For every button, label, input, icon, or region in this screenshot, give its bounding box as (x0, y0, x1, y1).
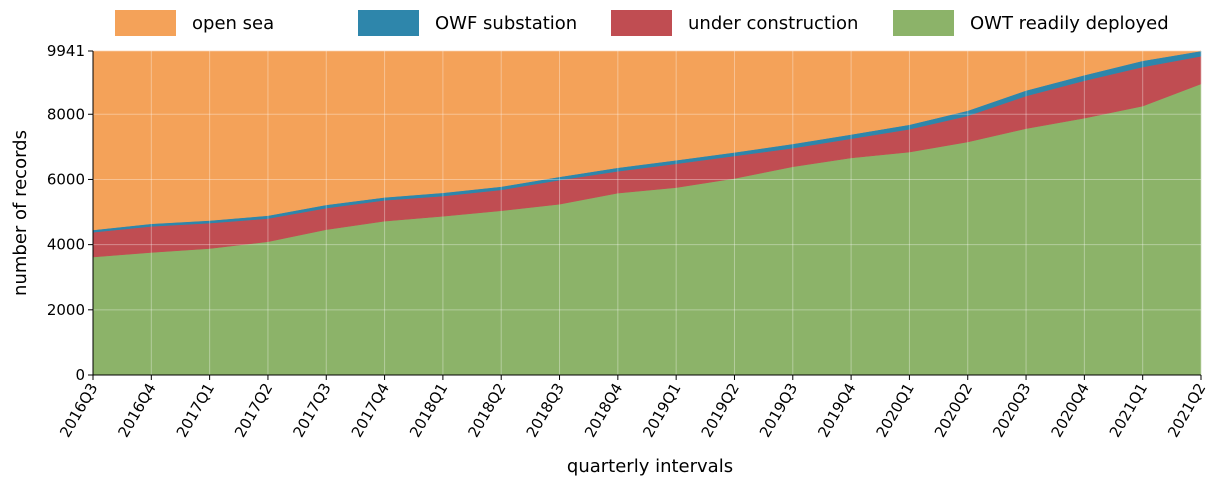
x-tick-label: 2019Q1 (639, 380, 684, 441)
x-tick-label: 2017Q4 (348, 380, 393, 441)
legend-swatch (115, 10, 176, 36)
x-tick-label: 2019Q3 (756, 380, 801, 441)
y-tick-label: 2000 (47, 301, 85, 319)
x-tick-label: 2021Q2 (1164, 380, 1209, 441)
legend-label: OWT readily deployed (970, 13, 1169, 34)
x-tick-label: 2016Q3 (56, 380, 101, 441)
y-tick-label: 9941 (47, 42, 85, 60)
legend-label: under construction (688, 13, 858, 34)
area (92, 50, 1202, 231)
x-tick-label: 2017Q2 (231, 380, 276, 441)
x-tick-label: 2018Q4 (581, 380, 626, 441)
x-tick-label: 2021Q1 (1106, 380, 1151, 441)
x-tick-label: 2017Q1 (173, 380, 218, 441)
legend-label: open sea (192, 13, 274, 34)
x-tick-label: 2019Q2 (698, 380, 743, 441)
x-tick-label: 2020Q2 (931, 380, 976, 441)
x-tick-label: 2020Q4 (1047, 380, 1092, 441)
y-tick-label: 0 (75, 366, 85, 384)
x-axis-label: quarterly intervals (567, 456, 733, 477)
y-axis-label: number of records (10, 130, 31, 296)
x-tick-label: 2019Q4 (814, 380, 859, 441)
legend-swatch (358, 10, 419, 36)
y-tick-label: 6000 (47, 170, 85, 188)
x-tick-label: 2018Q1 (406, 380, 451, 441)
x-tick-label: 2016Q4 (114, 380, 159, 441)
legend-swatch (893, 10, 954, 36)
x-tick-label: 2020Q3 (989, 380, 1034, 441)
y-tick-label: 4000 (47, 236, 85, 254)
y-tick-label: 8000 (47, 105, 85, 123)
x-tick-label: 2017Q3 (289, 380, 334, 441)
legend-swatch (611, 10, 672, 36)
x-tick-label: 2020Q1 (873, 380, 918, 441)
x-tick-label: 2018Q2 (464, 380, 509, 441)
legend-label: OWF substation (435, 13, 577, 34)
x-tick-label: 2018Q3 (523, 380, 568, 441)
